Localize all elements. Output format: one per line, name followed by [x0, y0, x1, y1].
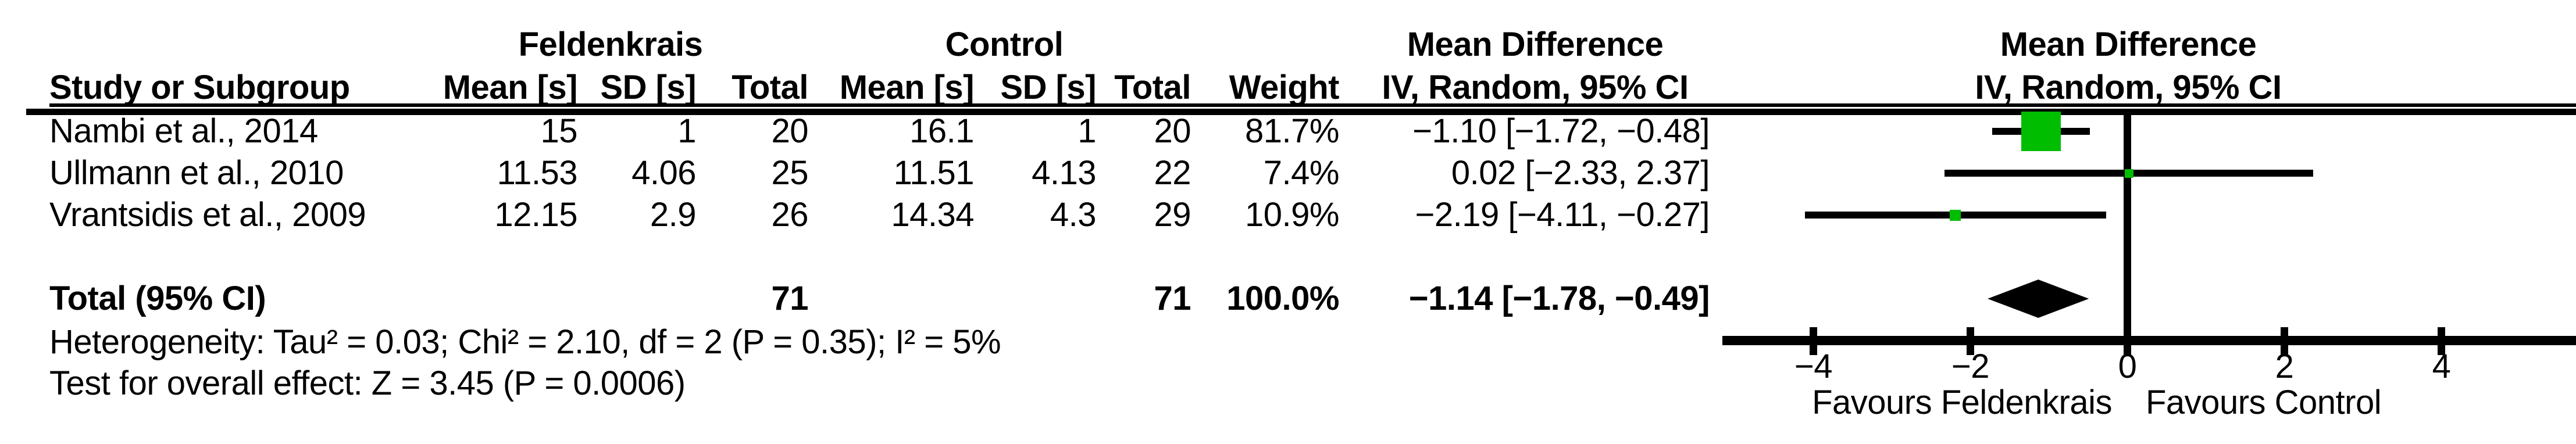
- axis-tick-label: −2: [1951, 348, 1990, 385]
- header-heavy-rule: [26, 109, 2576, 115]
- md-stat-header-line1: Mean Difference: [1407, 26, 1664, 63]
- study-weight: 10.9%: [1245, 196, 1339, 234]
- total-ctrl-n: 71: [1154, 280, 1191, 317]
- x-axis-line: [1722, 336, 2576, 345]
- axis-tick-label: 0: [2118, 348, 2137, 385]
- study-ci-text: 0.02 [−2.33, 2.37]: [1451, 154, 1710, 192]
- md-stat-header-line2: IV, Random, 95% CI: [1382, 69, 1689, 106]
- study-exp-sd: 1: [677, 112, 696, 150]
- favours-left-label: Favours Feldenkrais: [1812, 384, 2112, 421]
- axis-tick: [2281, 327, 2288, 355]
- weight-col-header: Weight: [1229, 69, 1340, 106]
- study-exp-total: 20: [771, 112, 808, 150]
- study-exp-total: 25: [771, 154, 808, 192]
- column-group-control: Control: [945, 26, 1064, 63]
- axis-tick-label: 4: [2432, 348, 2451, 385]
- study-ctrl-mean: 16.1: [909, 112, 974, 150]
- axis-tick-label: 2: [2275, 348, 2294, 385]
- axis-tick: [1810, 327, 1817, 355]
- study-weight: 81.7%: [1245, 112, 1339, 150]
- total-exp-n: 71: [771, 280, 808, 317]
- study-name: Vrantsidis et al., 2009: [49, 196, 366, 234]
- overall-effect-stats: Test for overall effect: Z = 3.45 (P = 0…: [49, 364, 686, 402]
- effect-square: [2124, 169, 2133, 178]
- total-label: Total (95% CI): [49, 280, 266, 317]
- study-ci-text: −1.10 [−1.72, −0.48]: [1412, 112, 1710, 150]
- axis-tick-label: −4: [1794, 348, 1833, 385]
- study-ctrl-sd: 4.3: [1050, 196, 1097, 234]
- study-ctrl-mean: 14.34: [891, 196, 974, 234]
- exp-mean-col-header: Mean [s]: [443, 69, 578, 106]
- zero-reference-line: [2124, 115, 2131, 346]
- study-ctrl-sd: 4.13: [1032, 154, 1096, 192]
- study-name: Ullmann et al., 2010: [49, 154, 344, 192]
- effect-square: [2021, 112, 2061, 151]
- study-exp-total: 26: [771, 196, 808, 234]
- study-ci-text: −2.19 [−4.11, −0.27]: [1415, 196, 1710, 234]
- study-exp-sd: 2.9: [650, 196, 697, 234]
- study-exp-mean: 11.53: [497, 154, 578, 192]
- study-ctrl-total: 22: [1154, 154, 1191, 192]
- summary-diamond: [1988, 280, 2089, 318]
- column-group-experimental: Feldenkrais: [518, 26, 703, 63]
- axis-tick: [2124, 327, 2131, 355]
- axis-tick: [1967, 327, 1974, 355]
- study-ctrl-total: 29: [1154, 196, 1191, 234]
- study-name: Nambi et al., 2014: [49, 112, 318, 150]
- ctrl-sd-col-header: SD [s]: [1000, 69, 1096, 106]
- study-col-header: Study or Subgroup: [49, 69, 350, 106]
- study-exp-sd: 4.06: [631, 154, 696, 192]
- study-weight: 7.4%: [1263, 154, 1340, 192]
- exp-total-col-header: Total: [732, 69, 808, 106]
- md-plot-header-line2: IV, Random, 95% CI: [1975, 69, 2282, 106]
- exp-sd-col-header: SD [s]: [600, 69, 696, 106]
- favours-right-label: Favours Control: [2146, 384, 2382, 421]
- study-exp-mean: 12.15: [494, 196, 577, 234]
- study-ctrl-mean: 11.51: [893, 154, 975, 192]
- md-plot-header-line1: Mean Difference: [2000, 26, 2257, 63]
- study-ctrl-sd: 1: [1078, 112, 1096, 150]
- ctrl-mean-col-header: Mean [s]: [839, 69, 975, 106]
- study-exp-mean: 15: [540, 112, 577, 150]
- total-ci-text: −1.14 [−1.78, −0.49]: [1408, 280, 1710, 317]
- header-underline: [49, 103, 2576, 107]
- total-weight: 100.0%: [1226, 280, 1339, 317]
- effect-square: [1950, 209, 1961, 221]
- axis-tick: [2438, 327, 2445, 355]
- study-ctrl-total: 20: [1154, 112, 1191, 150]
- heterogeneity-stats: Heterogeneity: Tau² = 0.03; Chi² = 2.10,…: [49, 323, 1001, 361]
- ctrl-total-col-header: Total: [1114, 69, 1191, 106]
